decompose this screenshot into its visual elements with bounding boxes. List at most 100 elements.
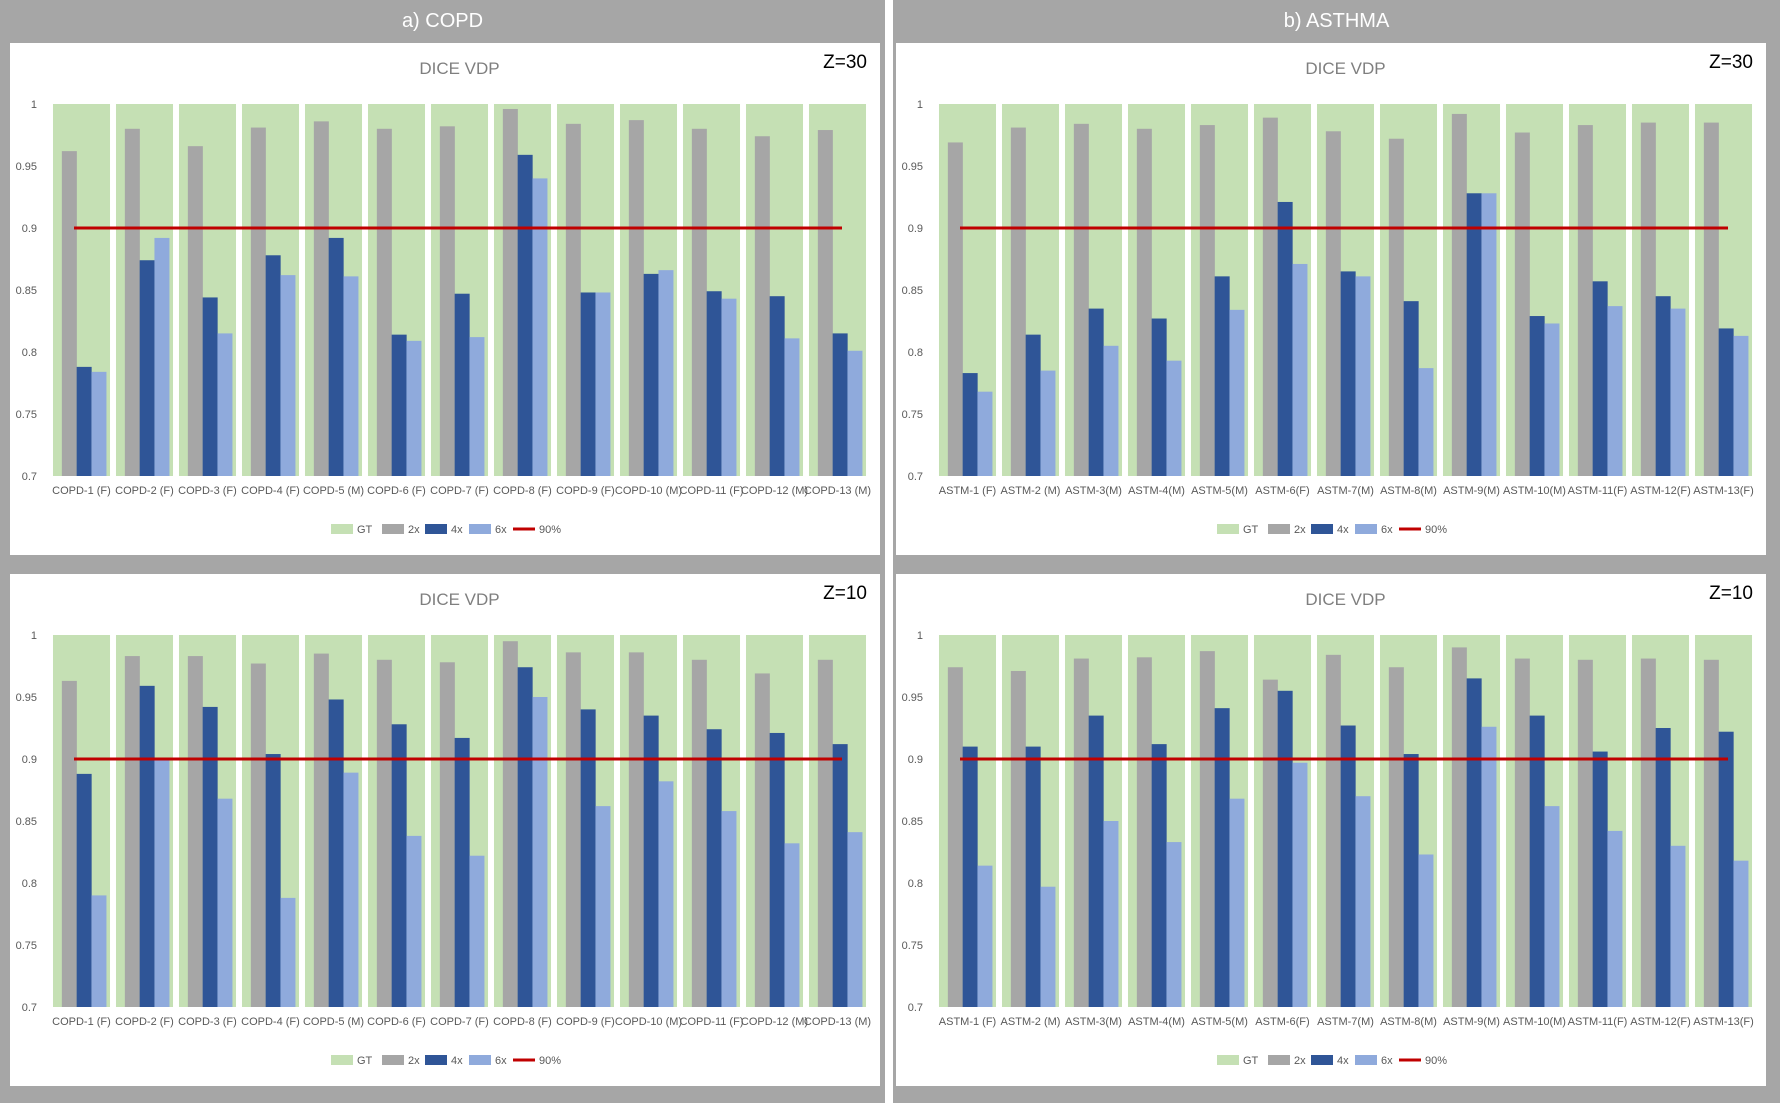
x-category-label: COPD-4 (F) — [241, 1016, 300, 1028]
y-tick-label: 0.85 — [16, 285, 37, 297]
chart-panel-asthma-z10: DICE VDP Z=10 1 0.95 0.9 0.85 0.8 0.75 0.7 ASTM-1… — [896, 574, 1766, 1086]
y-tick-label: 0.75 — [902, 940, 923, 952]
z-level-label: Z=10 — [1709, 583, 1753, 604]
bar-2x — [439, 126, 455, 476]
x-category-label: COPD-12 (M) — [741, 485, 808, 497]
bar-2x — [1073, 658, 1089, 1007]
bar-2x — [313, 121, 329, 477]
bar-6x — [1355, 796, 1371, 1007]
bar-2x — [628, 120, 644, 477]
bar-4x — [139, 260, 155, 476]
bar-6x — [658, 270, 674, 476]
x-category-label: ASTM-3(M) — [1065, 485, 1122, 497]
bar-6x — [1166, 360, 1182, 476]
bar-2x — [250, 663, 266, 1007]
legend-90-label: 90% — [1425, 1055, 1447, 1067]
bar-6x — [1292, 762, 1308, 1007]
legend-6x-swatch — [469, 524, 491, 534]
bar-2x — [124, 656, 140, 1007]
z-level-label: Z=30 — [823, 52, 867, 73]
legend-6x-swatch — [1355, 524, 1377, 534]
bar-6x — [595, 292, 611, 476]
bar-4x — [580, 709, 596, 1007]
bar-2x — [61, 680, 77, 1007]
x-category-label: ASTM-1 (F) — [939, 485, 996, 497]
bar-6x — [1481, 193, 1497, 476]
legend-2x-label: 2x — [1294, 1055, 1306, 1067]
bar-6x — [217, 333, 233, 476]
x-category-label: ASTM-12(F) — [1630, 1016, 1691, 1028]
y-tick-label: 0.8 — [22, 878, 37, 890]
bar-2x — [947, 667, 963, 1007]
bar-6x — [1040, 370, 1056, 476]
legend-gt-label: GT — [357, 1055, 373, 1067]
bar-2x — [1325, 131, 1341, 476]
bar-2x — [1199, 651, 1215, 1007]
bar-2x — [1514, 658, 1530, 1007]
bar-4x — [76, 773, 92, 1007]
legend-2x-swatch — [382, 1055, 404, 1065]
bar-6x — [658, 781, 674, 1007]
bar-4x — [202, 297, 218, 476]
bar-4x — [517, 667, 533, 1007]
bar-2x — [1262, 117, 1278, 476]
chart-svg: DICE VDP Z=10 1 0.95 0.9 0.85 0.8 0.75 0.7 ASTM-1… — [902, 583, 1754, 1067]
bar-2x — [1388, 138, 1404, 476]
x-category-label: COPD-5 (M) — [303, 485, 364, 497]
bar-4x — [391, 724, 407, 1007]
bar-2x — [1703, 122, 1719, 476]
y-tick-label: 1 — [31, 99, 37, 111]
bar-4x — [1088, 308, 1104, 476]
bar-6x — [1418, 368, 1434, 476]
chart-panel-copd-z10: DICE VDP Z=10 1 0.95 0.9 0.85 0.8 0.75 0.7 COPD-1… — [10, 574, 880, 1086]
bar-4x — [1529, 715, 1545, 1007]
bar-4x — [962, 373, 978, 476]
legend-4x-label: 4x — [1337, 524, 1349, 536]
legend-gt-swatch — [331, 1055, 353, 1065]
bar-4x — [1529, 316, 1545, 476]
bar-2x — [817, 659, 833, 1007]
x-category-label: ASTM-7(M) — [1317, 1016, 1374, 1028]
y-tick-label: 0.8 — [908, 878, 923, 890]
bar-4x — [328, 237, 344, 476]
y-tick-label: 0.95 — [16, 161, 37, 173]
bar-4x — [1277, 690, 1293, 1007]
y-tick-label: 0.9 — [22, 754, 37, 766]
z-level-label: Z=10 — [823, 583, 867, 604]
bar-4x — [454, 293, 470, 476]
y-tick-label: 1 — [917, 99, 923, 111]
x-category-label: ASTM-2 (M) — [1001, 1016, 1061, 1028]
x-category-label: ASTM-8(M) — [1380, 1016, 1437, 1028]
bar-6x — [1040, 886, 1056, 1007]
bar-6x — [1292, 263, 1308, 476]
bar-4x — [769, 296, 785, 476]
bar-6x — [847, 832, 863, 1007]
bar-4x — [1088, 715, 1104, 1007]
column-header-asthma: b) ASTHMA — [1283, 10, 1390, 32]
x-category-label: ASTM-6(F) — [1255, 485, 1309, 497]
y-tick-label: 0.8 — [908, 347, 923, 359]
bar-6x — [154, 237, 170, 476]
bar-6x — [721, 298, 737, 476]
x-category-label: COPD-9 (F) — [556, 485, 615, 497]
y-tick-label: 1 — [917, 630, 923, 642]
x-category-label: COPD-5 (M) — [303, 1016, 364, 1028]
bar-2x — [1199, 125, 1215, 476]
bar-2x — [1262, 679, 1278, 1007]
bar-4x — [1340, 271, 1356, 476]
legend-gt-label: GT — [1243, 1055, 1259, 1067]
y-tick-label: 0.9 — [908, 223, 923, 235]
bar-4x — [1592, 751, 1608, 1007]
legend-4x-label: 4x — [451, 524, 463, 536]
bar-2x — [691, 128, 707, 477]
y-tick-label: 0.95 — [16, 692, 37, 704]
bar-6x — [977, 391, 993, 476]
x-category-label: COPD-11 (F) — [680, 485, 744, 497]
bar-4x — [1025, 746, 1041, 1007]
legend-2x-label: 2x — [408, 1055, 420, 1067]
bar-4x — [1466, 193, 1482, 476]
bar-4x — [1151, 318, 1167, 476]
bar-4x — [265, 255, 281, 476]
legend-2x-swatch — [1268, 524, 1290, 534]
bar-6x — [1607, 830, 1623, 1007]
